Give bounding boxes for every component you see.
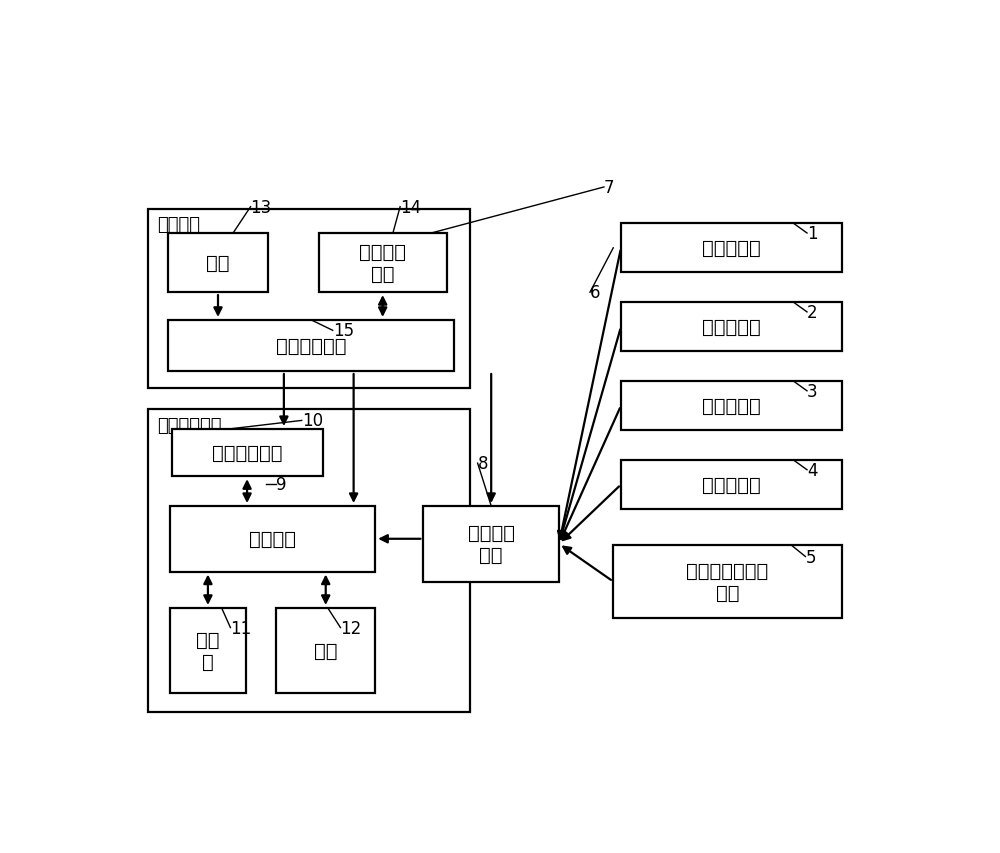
Bar <box>172 429 323 477</box>
Text: 11: 11 <box>230 618 252 637</box>
Bar <box>148 409 470 712</box>
Text: 盐分传感器: 盐分传感器 <box>702 239 761 258</box>
Text: 按键: 按键 <box>314 641 337 660</box>
Bar <box>276 608 375 693</box>
Bar <box>621 303 842 352</box>
Bar <box>621 461 842 509</box>
Bar <box>319 234 447 293</box>
Bar <box>170 507 375 572</box>
Bar <box>168 234 268 293</box>
Text: 电源管理模块: 电源管理模块 <box>276 337 346 356</box>
Bar <box>621 223 842 273</box>
Text: 2: 2 <box>807 304 818 322</box>
Bar <box>613 546 842 618</box>
Bar <box>170 608 246 693</box>
Text: 电源模块: 电源模块 <box>158 216 201 234</box>
Bar <box>423 507 559 582</box>
Text: 10: 10 <box>302 412 323 430</box>
Text: 7: 7 <box>604 179 614 197</box>
Text: 信号调理
模块: 信号调理 模块 <box>468 524 515 565</box>
Text: 5: 5 <box>805 548 816 566</box>
Text: 9: 9 <box>276 476 287 494</box>
Text: 无线充电
端口: 无线充电 端口 <box>359 243 406 284</box>
Text: 温度传感器: 温度传感器 <box>702 318 761 337</box>
Text: 数据处理模块: 数据处理模块 <box>158 416 222 434</box>
Text: 1: 1 <box>807 224 818 243</box>
Text: 14: 14 <box>400 199 421 217</box>
Text: 8: 8 <box>478 455 488 473</box>
Text: 3: 3 <box>807 382 818 400</box>
Text: 微控制器: 微控制器 <box>249 530 296 548</box>
Bar <box>621 381 842 431</box>
Text: 电池: 电池 <box>206 254 230 273</box>
Text: 指示
灯: 指示 灯 <box>196 630 220 671</box>
Text: 13: 13 <box>251 199 272 217</box>
Text: 15: 15 <box>333 322 354 339</box>
Text: 无线传输模块: 无线传输模块 <box>212 444 282 462</box>
Text: 位移传感器: 位移传感器 <box>702 475 761 495</box>
Text: 多轴运动感测传
感器: 多轴运动感测传 感器 <box>686 561 769 602</box>
Bar <box>168 321 454 372</box>
Bar <box>148 210 470 388</box>
Text: 12: 12 <box>340 618 362 637</box>
Text: 水分传感器: 水分传感器 <box>702 397 761 415</box>
Text: 4: 4 <box>807 461 818 479</box>
Text: 6: 6 <box>590 284 600 302</box>
